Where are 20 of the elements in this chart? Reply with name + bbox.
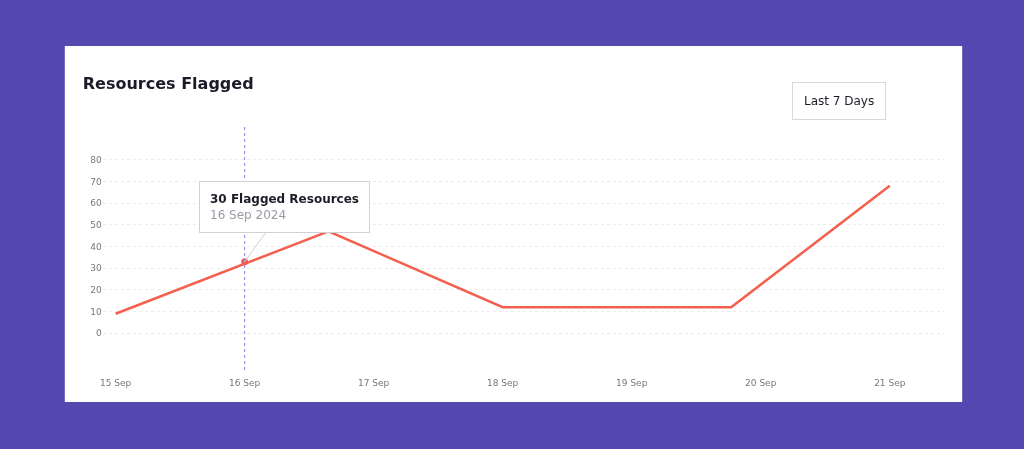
x-tick-label: 19 Sep [616,378,648,388]
y-tick-label: 80 [90,154,102,165]
y-tick-label: 60 [90,198,102,209]
text: Last 7 Days [804,94,875,108]
annotation: 30 Flagged Resources 16 Sep 2024 [210,192,359,222]
x-tick-label: 17 Sep [358,378,390,388]
x-tick-label: 16 Sep [229,378,261,388]
y-tick-label: 0 [95,328,102,339]
y-tick-label: 10 [90,306,102,317]
y-tick-label: 30 [90,263,102,274]
x-tick-label: 18 Sep [487,378,519,388]
x-tick-label: 15 Sep [99,378,132,388]
y-tick-label: 70 [90,176,102,187]
line-series [114,184,892,316]
y-tick-label: 40 [90,241,102,252]
x-tick-label: 20 Sep [745,378,777,388]
y-tick-label: 50 [90,219,102,230]
y-tick-label: 20 [90,285,102,296]
x-tick-label: 21 Sep [874,378,906,388]
chart-title: Resources Flagged [82,73,254,93]
